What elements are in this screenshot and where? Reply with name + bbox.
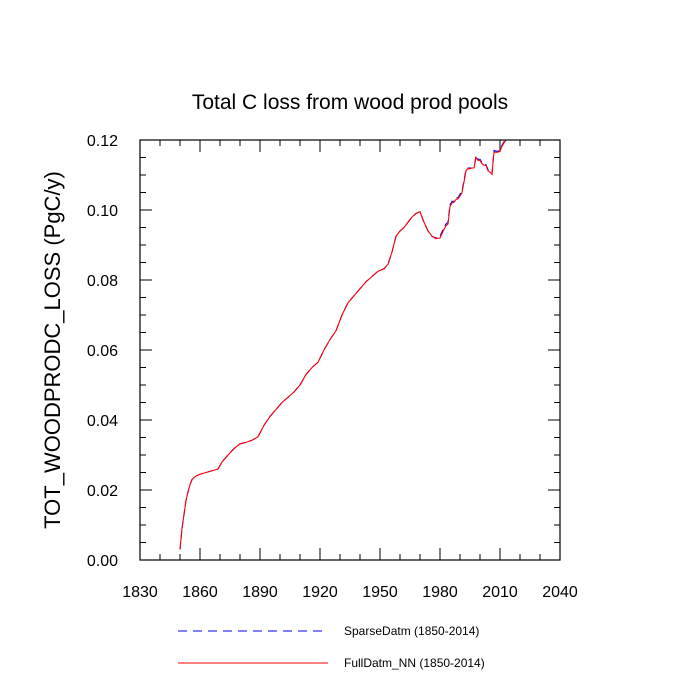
- y-tick-label: 0.04: [87, 413, 118, 430]
- y-axis-label: TOT_WOODPRODC_LOSS (PgC/y): [40, 171, 65, 529]
- series-line-1: [179, 139, 508, 550]
- tick-labels: 1830 1860 1890 1920 1950 1980 2010 2040 0.00 0.02…: [87, 133, 578, 601]
- series-lines: [179, 139, 508, 550]
- legend-label: SparseDatm (1850-2014): [344, 624, 479, 638]
- x-tick-label: 1920: [302, 584, 338, 601]
- plot-frame: [139, 139, 561, 561]
- x-tick-label: 1890: [242, 584, 278, 601]
- y-tick-label: 0.12: [87, 133, 118, 150]
- y-tick-label: 0.08: [87, 273, 118, 290]
- x-tick-label: 2040: [542, 584, 578, 601]
- x-tick-label: 1950: [362, 584, 398, 601]
- x-tick-label: 2010: [482, 584, 518, 601]
- series-line-0: [179, 139, 508, 550]
- x-tick-label: 1830: [122, 584, 158, 601]
- x-tick-label: 1860: [182, 584, 218, 601]
- axis-ticks: [139, 139, 561, 561]
- y-tick-label: 0.10: [87, 203, 118, 220]
- chart-title: Total C loss from wood prod pools: [192, 91, 508, 114]
- y-tick-label: 0.00: [87, 553, 118, 570]
- y-tick-label: 0.06: [87, 343, 118, 360]
- y-tick-label: 0.02: [87, 483, 118, 500]
- legend-label: FullDatm_NN (1850-2014): [344, 656, 485, 670]
- legend: SparseDatm (1850-2014) FullDatm_NN (1850-…: [178, 624, 485, 670]
- x-tick-label: 1980: [422, 584, 458, 601]
